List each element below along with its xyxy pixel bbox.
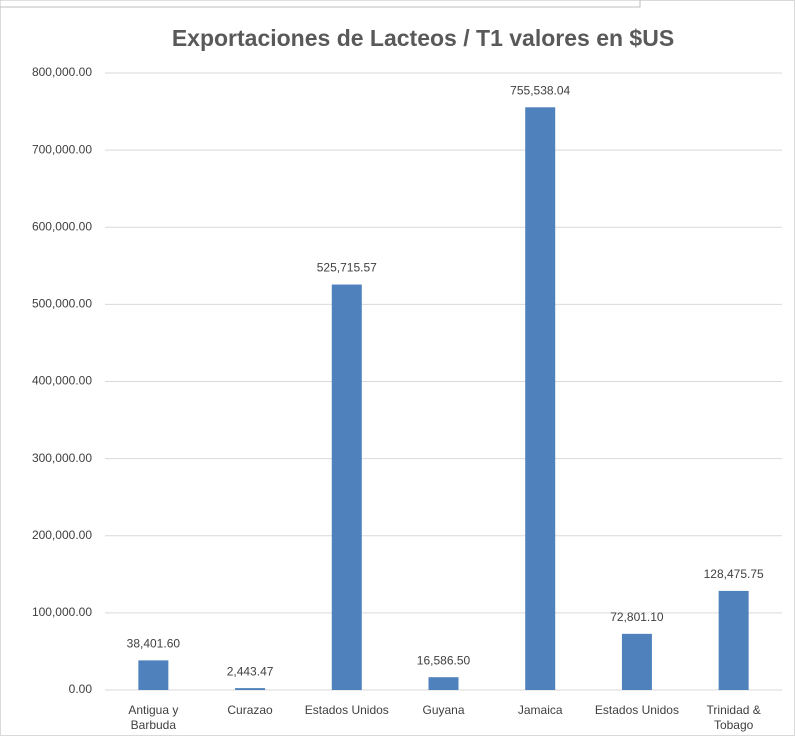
data-label: 128,475.75 [704,567,764,581]
bar [235,688,266,690]
bar [428,677,459,690]
data-label: 38,401.60 [127,637,181,651]
x-tick-label: Trinidad & Tobago [706,703,761,732]
x-tick-label: Estados Unidos [594,703,679,717]
y-tick-label: 700,000.00 [32,142,92,156]
x-tick-label: Jamaica [517,703,563,717]
data-label: 16,586.50 [417,653,471,667]
top-frame [0,0,641,8]
bar [525,107,556,691]
bar [718,590,749,690]
y-tick-label: 300,000.00 [32,451,92,465]
y-tick-label: 800,000.00 [32,65,92,79]
data-label: 525,715.57 [317,261,377,275]
x-tick-label: Guyana [422,703,465,717]
y-tick-label: 100,000.00 [32,605,92,619]
bar [331,284,362,690]
x-tick-label: Curazao [227,703,273,717]
y-tick-label: 0.00 [69,682,93,696]
y-tick-label: 500,000.00 [32,297,92,311]
x-tick-label: Estados Unidos [304,703,389,717]
data-label: 72,801.10 [610,610,664,624]
y-tick-label: 400,000.00 [32,374,92,388]
x-tick-label: Antigua y Barbuda [128,703,179,732]
bar [621,633,652,690]
y-tick-label: 600,000.00 [32,219,92,233]
y-tick-label: 200,000.00 [32,528,92,542]
chart-title: Exportaciones de Lacteos / T1 valores en… [172,25,674,51]
data-label: 755,538.04 [510,83,570,97]
bar [138,660,169,690]
data-label: 2,443.47 [227,664,274,678]
